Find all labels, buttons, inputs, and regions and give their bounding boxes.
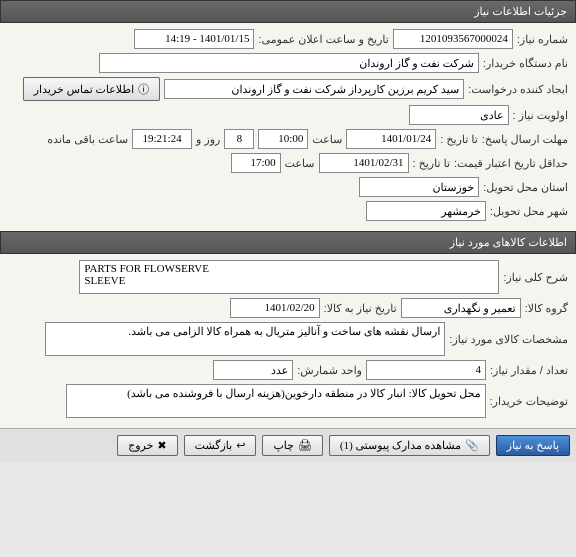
exit-icon: ✖: [157, 439, 166, 452]
field-valid-date[interactable]: [319, 153, 409, 173]
label-notes: توضیحات خریدار:: [490, 395, 568, 408]
label-remaining: ساعت باقی مانده: [47, 133, 128, 146]
back-button[interactable]: ↩ بازگشت: [184, 435, 257, 456]
field-days[interactable]: [224, 129, 254, 149]
field-unit[interactable]: [213, 360, 293, 380]
field-buyer[interactable]: [99, 53, 479, 73]
field-requester[interactable]: [164, 79, 464, 99]
label-time2: ساعت: [285, 157, 315, 170]
info-icon: ⓘ: [138, 81, 149, 97]
field-resp-date[interactable]: [346, 129, 436, 149]
field-valid-time[interactable]: [231, 153, 281, 173]
print-button[interactable]: 🖨 چاپ: [262, 435, 322, 456]
label-province: استان محل تحویل:: [483, 181, 568, 194]
field-announce[interactable]: [134, 29, 254, 49]
section1-header: جزئیات اطلاعات نیاز: [0, 0, 576, 23]
back-label: بازگشت: [195, 439, 233, 452]
label-unit: واحد شمارش:: [297, 364, 362, 377]
attachments-button[interactable]: 📎 مشاهده مدارک پیوستی (1): [329, 435, 490, 456]
section2-header: اطلاعات کالاهای مورد نیاز: [0, 231, 576, 254]
label-buyer: نام دستگاه خریدار:: [483, 57, 568, 70]
label-pgroup: گروه کالا:: [525, 302, 568, 315]
field-qty[interactable]: [366, 360, 486, 380]
label-gdesc: شرح کلی نیاز:: [503, 271, 568, 284]
field-needdate[interactable]: [230, 298, 320, 318]
form-area-1: شماره نیاز: تاریخ و ساعت اعلان عمومی: نا…: [0, 23, 576, 231]
section2-title: اطلاعات کالاهای مورد نیاز: [450, 237, 567, 249]
field-gdesc[interactable]: [79, 260, 499, 294]
respond-button[interactable]: پاسخ به نیاز: [496, 435, 570, 456]
attachment-icon: 📎: [465, 439, 479, 452]
exit-button[interactable]: ✖ خروج: [117, 435, 178, 456]
label-time1: ساعت: [312, 133, 342, 146]
buttons-bar: پاسخ به نیاز 📎 مشاهده مدارک پیوستی (1) 🖨…: [0, 428, 576, 462]
print-icon: 🖨: [298, 439, 312, 452]
label-announce: تاریخ و ساعت اعلان عمومی:: [258, 33, 388, 46]
form-area-2: شرح کلی نیاز: گروه کالا: تاریخ نیاز به ک…: [0, 254, 576, 428]
exit-label: خروج: [128, 439, 153, 452]
label-todate1: تا تاریخ :: [440, 133, 477, 146]
field-province[interactable]: [359, 177, 479, 197]
label-todate2: تا تاریخ :: [413, 157, 450, 170]
label-validity: حداقل تاریخ اعتبار قیمت:: [454, 157, 568, 170]
attachments-label: مشاهده مدارک پیوستی (1): [340, 439, 461, 452]
back-icon: ↩: [236, 439, 245, 452]
label-qty: تعداد / مقدار نیاز:: [490, 364, 568, 377]
field-spec[interactable]: [45, 322, 445, 356]
label-deadline: مهلت ارسال پاسخ:: [482, 133, 568, 146]
contact-info-button[interactable]: ⓘ اطلاعات تماس خریدار: [23, 77, 160, 101]
field-time-remain[interactable]: [132, 129, 192, 149]
label-priority: اولویت نیاز :: [513, 109, 568, 122]
respond-label: پاسخ به نیاز: [507, 439, 559, 452]
contact-info-label: اطلاعات تماس خریدار: [34, 83, 134, 96]
field-priority[interactable]: [409, 105, 509, 125]
label-spec: مشخصات کالای مورد نیاز:: [449, 333, 568, 346]
field-pgroup[interactable]: [401, 298, 521, 318]
field-notes[interactable]: [66, 384, 486, 418]
field-city[interactable]: [366, 201, 486, 221]
section1-title: جزئیات اطلاعات نیاز: [474, 6, 567, 18]
label-needdate: تاریخ نیاز به کالا:: [324, 302, 397, 315]
label-need-number: شماره نیاز:: [517, 33, 568, 46]
label-requester: ایجاد کننده درخواست:: [468, 83, 568, 96]
field-need-number[interactable]: [393, 29, 513, 49]
print-label: چاپ: [273, 439, 294, 452]
label-daysand: روز و: [196, 133, 220, 146]
label-city: شهر محل تحویل:: [490, 205, 568, 218]
field-resp-time[interactable]: [258, 129, 308, 149]
